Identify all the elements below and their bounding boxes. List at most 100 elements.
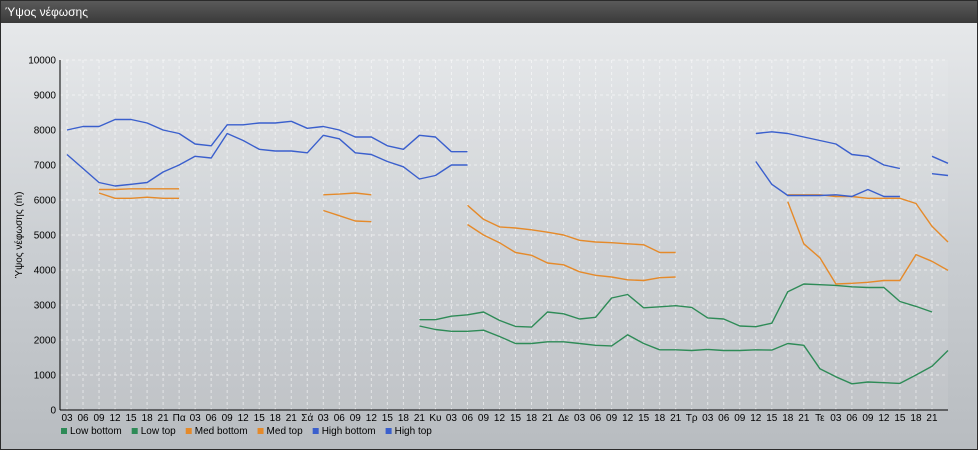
x-tick-label: 03	[446, 413, 458, 424]
y-tick-label: 0	[50, 406, 56, 417]
series-line-high-top	[66, 118, 468, 153]
y-tick-label: 3000	[34, 301, 57, 312]
series-line-low-bottom	[419, 325, 949, 385]
x-tick-label: Κυ	[429, 413, 441, 424]
series-line-med-top	[99, 188, 180, 191]
x-tick-label: 06	[206, 413, 218, 424]
series-line-med-top	[467, 204, 676, 254]
x-tick-label: 15	[894, 413, 906, 424]
x-tick-label: 09	[350, 413, 362, 424]
x-tick-label: 09	[93, 413, 105, 424]
x-tick-label: 12	[750, 413, 762, 424]
series-line-high-bottom	[755, 161, 900, 198]
x-tick-label: 15	[382, 413, 394, 424]
legend-label: High bottom	[322, 426, 376, 437]
x-tick-label: 09	[606, 413, 618, 424]
x-tick-label: Τε	[815, 413, 825, 424]
x-tick-label: 15	[766, 413, 778, 424]
series-line-med-top	[323, 192, 372, 196]
x-tick-label: Τρ	[686, 413, 698, 424]
series-line-med-bottom	[323, 209, 372, 223]
series-line-med-bottom	[467, 223, 676, 282]
x-tick-label: 21	[798, 413, 810, 424]
x-tick-label: 12	[622, 413, 634, 424]
y-tick-label: 4000	[34, 266, 57, 277]
x-tick-label: 15	[638, 413, 650, 424]
x-tick-label: 06	[846, 413, 858, 424]
series-line-med-bottom	[787, 201, 949, 285]
x-tick-label: 21	[542, 413, 554, 424]
x-tick-label: 06	[334, 413, 346, 424]
x-tick-label: 06	[718, 413, 730, 424]
series-lines	[66, 118, 949, 385]
y-axis-label: Ύψος νέφωσης (m)	[13, 192, 25, 279]
x-tick-label: 15	[254, 413, 266, 424]
y-tick-label: 1000	[34, 371, 57, 382]
legend-swatch	[257, 428, 264, 434]
x-tick-label: 09	[862, 413, 874, 424]
x-tick-label: 06	[77, 413, 89, 424]
x-tick-label: 12	[366, 413, 378, 424]
x-tick-label: Δε	[558, 413, 570, 424]
series-line-high-top	[931, 155, 949, 164]
x-tick-label: Πα	[173, 413, 186, 424]
x-tick-label: 09	[734, 413, 746, 424]
x-tick-label: 21	[670, 413, 682, 424]
x-tick-label: 03	[318, 413, 330, 424]
x-tick-label: 06	[590, 413, 602, 424]
x-tick-label: 21	[926, 413, 938, 424]
y-axis-ticks: 0 1000 2000 3000 4000 5000 6000 7000 8000 9000 100…	[28, 56, 56, 417]
x-tick-label: 03	[190, 413, 202, 424]
legend-swatch	[385, 428, 392, 434]
series-line-low-top	[419, 283, 933, 328]
legend-label: Med top	[267, 426, 304, 437]
chart-grid	[60, 59, 948, 411]
legend-label: Low top	[141, 426, 176, 437]
y-tick-label: 9000	[34, 91, 57, 102]
x-tick-label: 09	[222, 413, 234, 424]
y-tick-label: 5000	[34, 231, 57, 242]
x-tick-label: 18	[398, 413, 410, 424]
legend-swatch	[185, 428, 192, 434]
x-tick-label: 18	[654, 413, 666, 424]
x-tick-label: 21	[414, 413, 426, 424]
x-tick-label: 18	[526, 413, 538, 424]
chart-panel	[1, 23, 977, 449]
x-tick-label: 12	[494, 413, 506, 424]
series-line-high-top	[755, 131, 901, 170]
x-tick-label: 18	[910, 413, 922, 424]
x-tick-label: 03	[830, 413, 842, 424]
legend-swatch	[61, 428, 67, 434]
x-tick-label: 21	[286, 413, 298, 424]
series-line-high-bottom	[66, 132, 468, 187]
legend-label: High top	[395, 426, 433, 437]
x-tick-label: Σά	[301, 412, 313, 424]
x-tick-label: 12	[109, 413, 121, 424]
x-tick-label: 15	[126, 413, 138, 424]
x-tick-label: 21	[158, 413, 170, 424]
x-tick-label: 18	[142, 413, 154, 424]
y-tick-label: 2000	[34, 336, 57, 347]
x-tick-label: 18	[782, 413, 794, 424]
series-line-high-bottom	[931, 173, 949, 177]
x-axis-ticks: 03 06 09 12 15 18 21 Πα 03 06 09 12 15 18 21 Σά 03 06 09 12…	[61, 412, 938, 424]
x-tick-label: 12	[878, 413, 890, 424]
legend-swatch	[131, 428, 138, 434]
window-title: Ύψος νέφωσης	[5, 5, 88, 19]
window-titlebar: Ύψος νέφωσης	[1, 1, 977, 23]
series-line-med-bottom	[98, 192, 180, 200]
x-tick-label: 18	[270, 413, 282, 424]
x-tick-label: 09	[478, 413, 490, 424]
x-tick-label: 12	[238, 413, 250, 424]
x-tick-label: 03	[61, 413, 73, 424]
legend-label: Low bottom	[70, 426, 122, 437]
x-tick-label: 03	[702, 413, 714, 424]
y-tick-label: 6000	[34, 196, 57, 207]
legend-label: Med bottom	[195, 426, 248, 437]
x-tick-label: 03	[574, 413, 586, 424]
chart-legend: Low bottom Low top Med bottom Med top High b…	[61, 426, 432, 437]
y-tick-label: 7000	[34, 161, 57, 172]
legend-swatch	[312, 428, 319, 434]
x-tick-label: 06	[462, 413, 474, 424]
